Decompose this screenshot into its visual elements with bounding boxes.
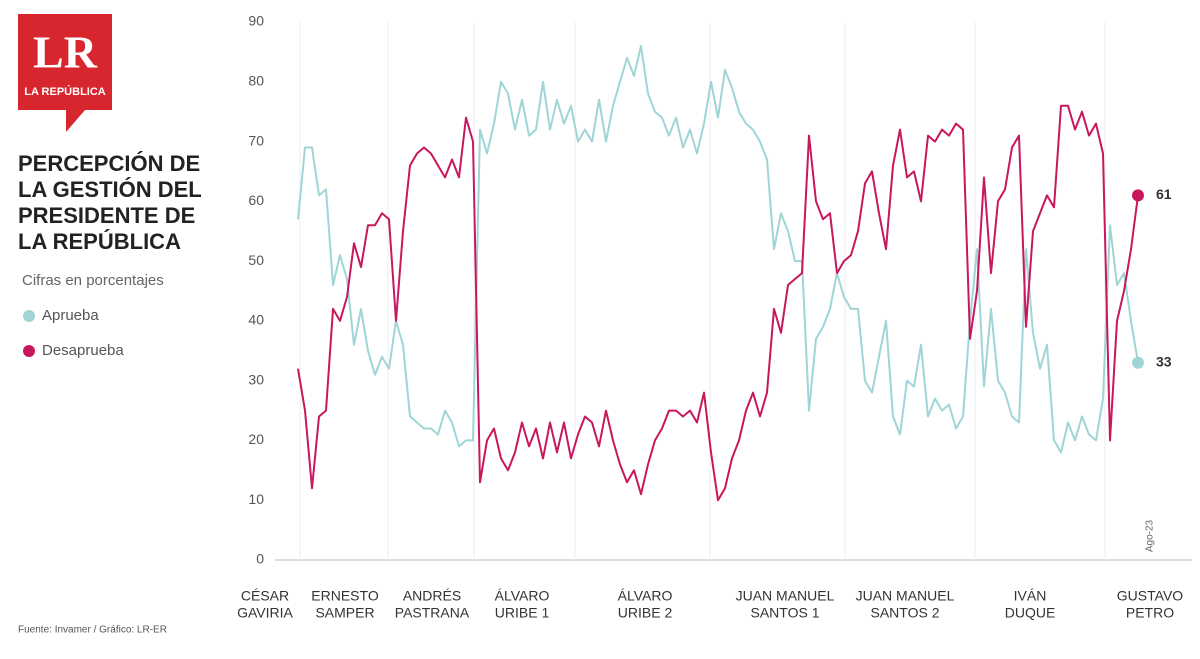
legend-dot: [23, 310, 35, 322]
end-label: 33: [1156, 353, 1172, 369]
y-tick-label: 80: [248, 72, 264, 88]
logo-name: LA REPÚBLICA: [24, 85, 106, 98]
title-line: LA REPÚBLICA: [18, 229, 181, 254]
title-line: PERCEPCIÓN DE: [18, 151, 200, 176]
annotation: Ago-23: [1145, 519, 1156, 552]
period-label: ÁLVARO: [495, 588, 550, 604]
source: Fuente: Invamer / Gráfico: LR-ER: [18, 625, 167, 636]
period-label: URIBE 2: [618, 605, 673, 621]
series-line: [297, 104, 1139, 502]
period-label: ANDRÉS: [403, 588, 461, 604]
period-label: ÁLVARO: [618, 588, 673, 604]
logo-badge: [18, 14, 112, 132]
title-line: LA GESTIÓN DEL: [18, 177, 202, 202]
y-tick-label: 90: [248, 13, 264, 29]
period-label: ERNESTO: [311, 588, 379, 604]
y-tick-label: 30: [248, 371, 264, 387]
period-label: JUAN MANUEL: [736, 588, 835, 604]
period-label: DUQUE: [1005, 605, 1056, 621]
period-label: PASTRANA: [395, 605, 470, 621]
period-label: IVÁN: [1014, 588, 1047, 604]
end-label: 61: [1156, 186, 1172, 202]
end-dot: [1132, 189, 1144, 202]
period-label: SANTOS 1: [751, 605, 820, 621]
legend-label: Aprueba: [42, 307, 99, 324]
series-line: [297, 44, 1139, 454]
logo-mark: LR: [33, 27, 98, 78]
subtitle: Cifras en porcentajes: [22, 272, 164, 289]
period-label: GAVIRIA: [237, 605, 293, 621]
y-tick-label: 70: [248, 132, 264, 148]
title: PERCEPCIÓN DE LA GESTIÓN DEL PRESIDENTE …: [18, 151, 202, 254]
y-tick-label: 20: [248, 431, 264, 447]
period-label: PETRO: [1126, 605, 1174, 621]
y-tick-label: 0: [256, 551, 264, 567]
y-tick-label: 10: [248, 491, 264, 507]
period-label: CÉSAR: [241, 588, 289, 604]
period-label: GUSTAVO: [1117, 588, 1183, 604]
legend-dot: [23, 345, 35, 357]
period-label: SANTOS 2: [871, 605, 940, 621]
title-line: PRESIDENTE DE: [18, 203, 195, 228]
y-tick-label: 40: [248, 312, 264, 328]
legend-label: Desaprueba: [42, 342, 124, 359]
y-tick-label: 60: [248, 192, 264, 208]
period-label: JUAN MANUEL: [856, 588, 955, 604]
period-label: URIBE 1: [495, 605, 550, 621]
y-tick-label: 50: [248, 252, 264, 268]
end-dot: [1132, 356, 1144, 369]
period-label: SAMPER: [315, 605, 374, 621]
